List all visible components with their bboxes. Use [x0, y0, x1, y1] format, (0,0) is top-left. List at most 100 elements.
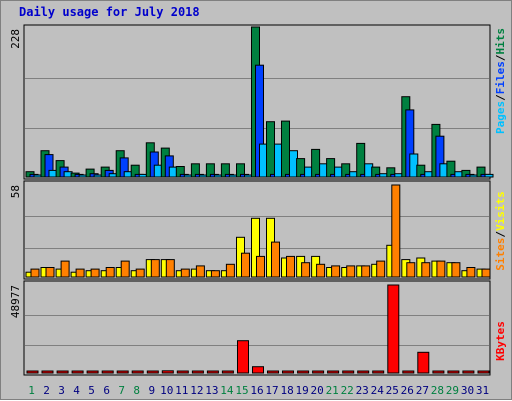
x-tick-label: 21	[326, 384, 339, 397]
bar-kbytes-day-24	[372, 370, 385, 374]
x-tick-label: 7	[118, 384, 125, 397]
x-tick-label: 4	[73, 384, 80, 397]
legend-middle: Sites/Visits	[494, 191, 507, 271]
x-tick-label: 29	[446, 384, 459, 397]
bar-kbytes-day-16	[252, 366, 264, 374]
x-tick-label: 5	[88, 384, 95, 397]
bar-sites-day-16	[256, 255, 265, 278]
bar-sites-day-22	[346, 265, 356, 278]
bar-sites-day-24	[376, 260, 386, 278]
bar-sites-day-26	[406, 262, 416, 278]
bar-kbytes-day-3	[56, 370, 69, 374]
bar-kbytes-day-27	[417, 351, 430, 374]
bar-kbytes-day-21	[327, 370, 340, 374]
bar-sites-day-8	[135, 268, 145, 278]
x-tick-label: 18	[280, 384, 293, 397]
y-max-label: 228	[9, 29, 22, 49]
bar-kbytes-day-19	[297, 370, 310, 374]
x-tick-label: 1	[28, 384, 35, 397]
legend-sep: /	[494, 94, 507, 101]
bar-hits-day-23	[356, 142, 366, 178]
x-tick-label: 26	[401, 384, 414, 397]
x-tick-label: 10	[160, 384, 173, 397]
bar-hits-day-20	[311, 148, 321, 178]
x-tick-label: 13	[205, 384, 218, 397]
bar-sites-day-7	[120, 260, 130, 278]
x-tick-label: 16	[250, 384, 263, 397]
x-tick-label: 28	[431, 384, 444, 397]
bar-kbytes-day-6	[101, 370, 114, 374]
y-max-label: 58	[9, 185, 22, 198]
bar-sites-day-12	[195, 265, 205, 278]
bar-kbytes-day-10	[161, 370, 174, 374]
bar-sites-day-17	[271, 241, 280, 278]
bar-kbytes-day-31	[477, 370, 490, 374]
bar-hits-day-17	[266, 121, 275, 178]
x-tick-label: 27	[416, 384, 429, 397]
bar-sites-day-9	[150, 259, 160, 278]
x-tick-label: 12	[190, 384, 203, 397]
chart-title: Daily usage for July 2018	[19, 5, 200, 19]
bar-kbytes-day-12	[191, 370, 204, 374]
bar-sites-day-14	[225, 263, 235, 278]
bar-kbytes-day-25	[387, 284, 400, 374]
legend-bottom: KBytes	[494, 321, 507, 361]
legend-visits: Visits	[494, 191, 507, 231]
x-tick-label: 23	[356, 384, 369, 397]
bar-visits-day-16	[251, 217, 260, 278]
bar-pages-day-31	[484, 173, 494, 178]
x-tick-label: 25	[386, 384, 399, 397]
bar-kbytes-day-2	[41, 370, 54, 374]
bar-kbytes-day-23	[357, 370, 370, 374]
legend-files: Files	[494, 61, 507, 94]
bar-sites-day-15	[241, 252, 250, 278]
x-tick-label: 15	[235, 384, 248, 397]
bar-sites-day-23	[361, 265, 371, 278]
x-tick-label: 20	[310, 384, 323, 397]
bar-sites-day-18	[286, 255, 295, 278]
bar-kbytes-day-4	[71, 370, 84, 374]
bar-sites-day-27	[421, 262, 431, 278]
legend-kbytes: KBytes	[494, 321, 507, 361]
bar-kbytes-day-7	[116, 370, 129, 374]
legend-hits: Hits	[494, 28, 507, 55]
bar-sites-day-2	[45, 267, 55, 278]
x-tick-label: 19	[295, 384, 308, 397]
x-tick-label: 30	[461, 384, 474, 397]
x-tick-label: 11	[175, 384, 188, 397]
bar-sites-day-1	[30, 268, 40, 278]
bar-sites-day-4	[75, 268, 85, 278]
x-tick-label: 24	[371, 384, 385, 397]
bar-sites-day-25	[391, 184, 401, 278]
x-tick-label: 9	[148, 384, 155, 397]
x-tick-label: 6	[103, 384, 110, 397]
plot-area-kbytes	[23, 280, 491, 376]
bar-kbytes-day-28	[432, 370, 445, 374]
bar-kbytes-day-18	[282, 370, 294, 374]
x-tick-label: 31	[476, 384, 489, 397]
legend-pages: Pages	[494, 101, 507, 134]
x-tick-label: 8	[133, 384, 140, 397]
legend-sep: /	[494, 231, 507, 238]
x-tick-label: 17	[265, 384, 278, 397]
bar-kbytes-day-5	[86, 370, 99, 374]
legend-sites: Sites	[494, 238, 507, 271]
bar-sites-day-31	[481, 268, 491, 278]
bar-kbytes-day-8	[131, 370, 144, 374]
bar-sites-day-21	[331, 265, 341, 278]
bar-kbytes-day-29	[447, 370, 460, 374]
bar-sites-day-20	[316, 263, 326, 278]
bar-kbytes-day-20	[312, 370, 325, 374]
bar-kbytes-day-17	[267, 370, 279, 374]
legend-top: Pages/Files/Hits	[494, 28, 507, 134]
bar-sites-day-6	[105, 267, 115, 278]
bar-sites-day-19	[301, 262, 311, 278]
bar-kbytes-day-15	[237, 340, 249, 374]
bar-kbytes-day-13	[206, 370, 219, 374]
legend-sep: /	[494, 54, 507, 61]
bar-sites-day-28	[436, 260, 446, 278]
bar-sites-day-13	[210, 270, 220, 278]
bar-kbytes-day-30	[462, 370, 475, 374]
